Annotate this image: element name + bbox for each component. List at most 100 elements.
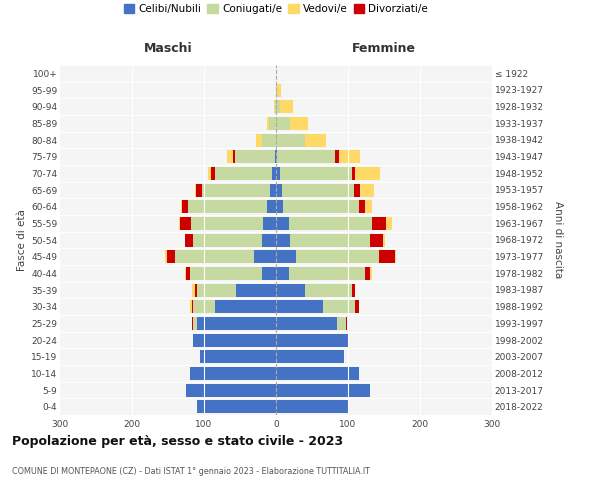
Bar xyxy=(192,300,193,313)
Bar xyxy=(354,184,359,196)
Bar xyxy=(365,267,370,280)
Bar xyxy=(352,167,355,180)
Bar xyxy=(337,317,346,330)
Bar xyxy=(276,367,359,380)
Bar xyxy=(262,234,276,246)
Bar xyxy=(276,150,277,163)
Bar xyxy=(186,267,190,280)
Bar xyxy=(280,167,352,180)
Bar xyxy=(289,217,372,230)
Bar xyxy=(275,150,276,163)
Bar xyxy=(200,350,276,363)
Bar xyxy=(197,400,276,413)
Y-axis label: Fasce di età: Fasce di età xyxy=(17,209,27,271)
Bar xyxy=(190,367,276,380)
Bar xyxy=(290,234,370,246)
Bar xyxy=(276,334,348,346)
Bar xyxy=(355,167,380,180)
Bar xyxy=(180,217,191,230)
Bar xyxy=(277,84,281,96)
Bar xyxy=(276,350,344,363)
Bar xyxy=(276,117,290,130)
Bar xyxy=(194,284,197,296)
Bar xyxy=(276,300,323,313)
Bar xyxy=(254,250,276,263)
Bar xyxy=(182,200,188,213)
Bar xyxy=(338,150,360,163)
Bar xyxy=(192,317,193,330)
Bar xyxy=(193,234,262,246)
Bar xyxy=(276,317,337,330)
Bar xyxy=(276,267,289,280)
Bar xyxy=(276,100,280,113)
Bar xyxy=(289,267,365,280)
Bar xyxy=(268,200,276,213)
Bar xyxy=(276,84,277,96)
Bar xyxy=(179,217,180,230)
Bar xyxy=(386,217,392,230)
Bar xyxy=(194,184,196,196)
Bar xyxy=(276,167,280,180)
Bar xyxy=(274,100,275,113)
Y-axis label: Anni di nascita: Anni di nascita xyxy=(553,202,563,278)
Bar xyxy=(282,184,354,196)
Bar xyxy=(276,400,348,413)
Bar xyxy=(276,234,290,246)
Bar xyxy=(379,250,395,263)
Bar xyxy=(185,267,186,280)
Bar xyxy=(193,300,215,313)
Bar xyxy=(256,134,262,146)
Bar xyxy=(193,284,194,296)
Bar xyxy=(266,117,269,130)
Bar xyxy=(190,267,262,280)
Bar xyxy=(276,250,296,263)
Bar xyxy=(185,234,193,246)
Bar xyxy=(335,150,338,163)
Bar xyxy=(395,250,396,263)
Bar xyxy=(359,200,365,213)
Bar xyxy=(233,150,235,163)
Bar xyxy=(190,300,192,313)
Bar xyxy=(290,117,308,130)
Bar xyxy=(277,150,335,163)
Bar xyxy=(175,250,254,263)
Bar xyxy=(365,200,372,213)
Bar xyxy=(276,200,283,213)
Bar xyxy=(193,334,276,346)
Bar xyxy=(346,317,347,330)
Bar xyxy=(262,267,276,280)
Bar xyxy=(323,300,355,313)
Bar xyxy=(305,284,352,296)
Text: Maschi: Maschi xyxy=(143,42,193,55)
Bar xyxy=(280,100,293,113)
Bar xyxy=(276,184,282,196)
Bar xyxy=(269,117,276,130)
Bar xyxy=(276,217,289,230)
Bar xyxy=(208,167,211,180)
Bar xyxy=(275,100,276,113)
Bar xyxy=(167,250,175,263)
Bar xyxy=(211,167,215,180)
Bar xyxy=(197,284,236,296)
Bar xyxy=(305,134,326,146)
Bar xyxy=(355,300,359,313)
Bar xyxy=(383,234,385,246)
Bar xyxy=(202,184,270,196)
Bar xyxy=(283,200,359,213)
Bar xyxy=(186,384,276,396)
Bar xyxy=(263,217,276,230)
Bar xyxy=(372,217,386,230)
Bar xyxy=(276,384,370,396)
Bar xyxy=(296,250,379,263)
Bar xyxy=(359,184,374,196)
Bar xyxy=(270,184,276,196)
Legend: Celibi/Nubili, Coniugati/e, Vedovi/e, Divorziati/e: Celibi/Nubili, Coniugati/e, Vedovi/e, Di… xyxy=(119,0,433,18)
Bar xyxy=(215,167,272,180)
Bar xyxy=(370,234,383,246)
Text: Femmine: Femmine xyxy=(352,42,416,55)
Bar xyxy=(352,284,355,296)
Bar xyxy=(236,284,276,296)
Bar xyxy=(276,284,305,296)
Text: Popolazione per età, sesso e stato civile - 2023: Popolazione per età, sesso e stato civil… xyxy=(12,435,343,448)
Text: COMUNE DI MONTEPAONE (CZ) - Dati ISTAT 1° gennaio 2023 - Elaborazione TUTTITALIA: COMUNE DI MONTEPAONE (CZ) - Dati ISTAT 1… xyxy=(12,468,370,476)
